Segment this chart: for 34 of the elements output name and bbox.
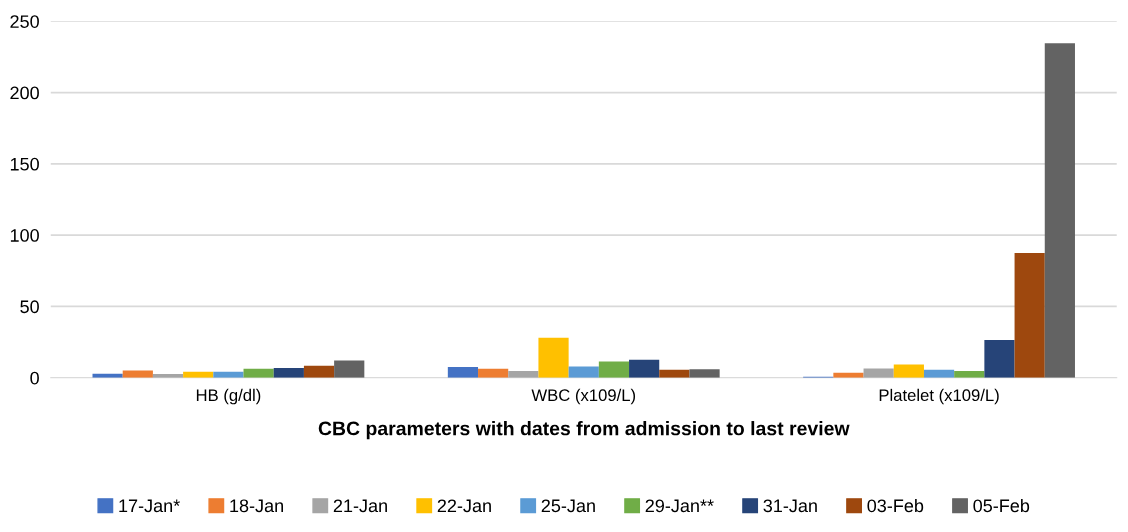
bar bbox=[303, 365, 335, 378]
bar bbox=[334, 360, 365, 378]
bar bbox=[122, 370, 153, 378]
x-tick-label: HB (g/dl) bbox=[196, 388, 261, 405]
bar bbox=[568, 366, 599, 378]
bar bbox=[689, 369, 720, 378]
y-tick-label: 250 bbox=[10, 15, 39, 28]
bar bbox=[893, 364, 924, 378]
legend-label: 05-Feb bbox=[973, 498, 1030, 513]
y-tick-label: 100 bbox=[10, 229, 39, 242]
legend-label: 25-Jan bbox=[541, 499, 595, 513]
bar bbox=[1044, 43, 1075, 378]
y-tick-label: 150 bbox=[10, 157, 39, 171]
legend-label: 29-Jan** bbox=[645, 499, 714, 513]
bar bbox=[273, 368, 304, 378]
bar bbox=[598, 361, 630, 378]
y-tick-label: 0 bbox=[30, 371, 39, 385]
bar bbox=[984, 340, 1015, 378]
bar bbox=[629, 359, 660, 378]
legend-label: 18-Jan bbox=[230, 499, 283, 513]
y-tick-label: 200 bbox=[10, 86, 39, 100]
legend-label: 17-Jan* bbox=[119, 499, 180, 513]
bar bbox=[1014, 252, 1045, 378]
legend-label: 21-Jan bbox=[333, 499, 387, 513]
legend-label: 31-Jan bbox=[763, 499, 817, 513]
x-tick-label: WBC (x109/L) bbox=[531, 388, 636, 405]
legend-label: 03-Feb bbox=[867, 498, 924, 513]
x-tick-label: Platelet (x109/L) bbox=[879, 388, 999, 405]
bar bbox=[863, 368, 894, 378]
bar bbox=[538, 337, 569, 378]
x-axis-title: CBC parameters with dates from admission to last review bbox=[318, 421, 850, 440]
bar bbox=[447, 367, 479, 378]
y-tick-label: 50 bbox=[20, 300, 39, 314]
legend-label: 22-Jan bbox=[437, 499, 491, 513]
